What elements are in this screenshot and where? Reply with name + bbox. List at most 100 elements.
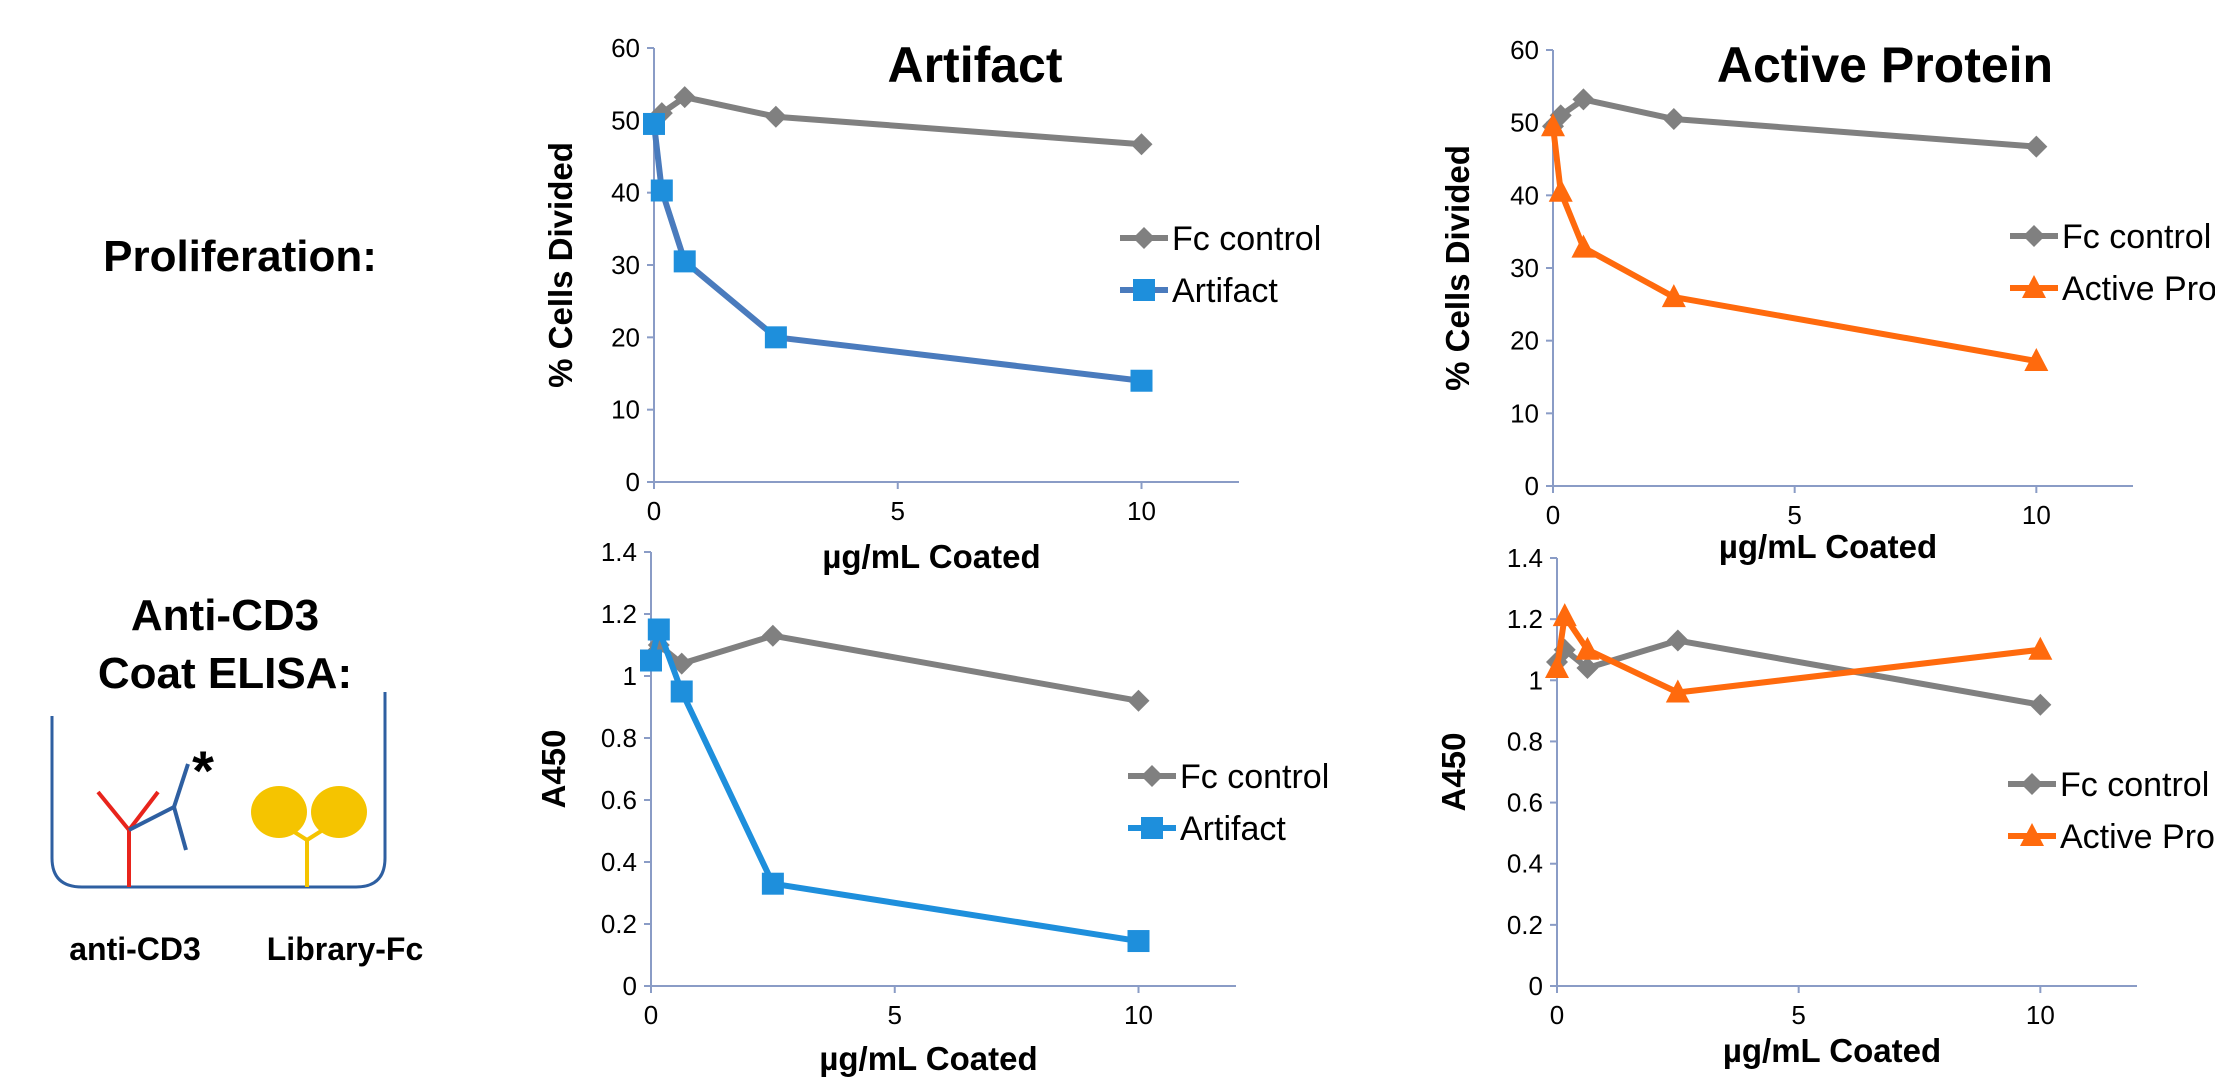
x-tick-label: 5 xyxy=(891,496,905,526)
legend-item-active-protein: Active Protein xyxy=(2008,818,2215,856)
anti-cd3-antibody-icon xyxy=(96,790,160,887)
y-tick-label: 40 xyxy=(611,178,640,208)
data-point-fc-control xyxy=(2025,135,2048,158)
x-axis-label: µg/mL Coated xyxy=(819,1040,1037,1077)
legend-item-fc-control: Fc control xyxy=(1128,758,1329,796)
series-active-protein xyxy=(1545,603,2053,703)
x-tick-label: 5 xyxy=(888,1000,902,1030)
legend-marker xyxy=(1133,227,1155,249)
x-tick-label: 10 xyxy=(1124,1000,1153,1030)
data-point-artifact xyxy=(670,680,693,703)
data-point-active-protein xyxy=(1661,284,1686,308)
y-tick-label: 1.2 xyxy=(601,599,637,629)
chart-title: Artifact xyxy=(887,37,1062,93)
y-tick-label: 0.6 xyxy=(1507,788,1543,818)
data-point-fc-control xyxy=(1662,108,1685,131)
data-point-fc-control xyxy=(1576,657,1599,680)
data-point-artifact xyxy=(647,618,670,641)
data-point-fc-control xyxy=(761,624,784,647)
legend-label: Active Protein xyxy=(2060,818,2215,856)
y-tick-label: 0.6 xyxy=(601,785,637,815)
data-point-fc-control xyxy=(1130,133,1153,156)
series-active-protein xyxy=(1541,113,2049,372)
legend-label: Fc control xyxy=(1180,758,1329,796)
y-tick-label: 0.8 xyxy=(1507,726,1543,756)
y-tick-label: 1 xyxy=(1529,665,1543,695)
x-axis-label: µg/mL Coated xyxy=(1719,528,1937,565)
chart-title: Active Protein xyxy=(1717,37,2053,93)
x-axis-label: µg/mL Coated xyxy=(822,538,1040,575)
elisa-row-label: Anti-CD3 Coat ELISA: xyxy=(40,587,410,703)
series-line-artifact xyxy=(651,123,1142,384)
legend-label: Artifact xyxy=(1172,272,1278,310)
data-point-active-protein xyxy=(1548,178,1573,202)
y-tick-label: 0.2 xyxy=(601,909,637,939)
legend-label: Fc control xyxy=(1172,220,1321,258)
x-tick-label: 0 xyxy=(647,496,661,526)
x-tick-label: 5 xyxy=(1791,1000,1805,1030)
data-point-active-protein xyxy=(1575,636,1600,660)
data-point-artifact xyxy=(764,326,787,349)
elisa-label-line2: Coat ELISA: xyxy=(97,649,353,698)
y-tick-label: 20 xyxy=(611,322,640,352)
elisa-well-diagram: * anti-CD3 Library-Fc xyxy=(50,692,423,967)
data-point-artifact xyxy=(650,179,673,202)
x-tick-label: 10 xyxy=(2022,500,2051,530)
data-point-fc-control xyxy=(2029,693,2052,716)
library-fc-icon xyxy=(251,786,367,887)
data-point-fc-control xyxy=(1666,629,1689,652)
series-line-active-protein xyxy=(1550,125,2037,364)
proliferation-label-text: Proliferation: xyxy=(103,232,377,281)
y-tick-label: 0 xyxy=(623,971,637,1001)
x-tick-label: 0 xyxy=(644,1000,658,1030)
series-line-fc-control xyxy=(651,94,1142,148)
legend-marker xyxy=(1133,279,1155,301)
y-tick-label: 60 xyxy=(611,33,640,63)
y-tick-label: 10 xyxy=(611,395,640,425)
data-point-fc-control xyxy=(1572,88,1595,111)
legend-marker xyxy=(2020,823,2044,846)
y-tick-label: 50 xyxy=(611,105,640,135)
legend-label: Active Protein xyxy=(2062,270,2215,308)
x-tick-label: 5 xyxy=(1787,500,1801,530)
legend-item-fc-control: Fc control xyxy=(2008,766,2209,804)
data-point-active-protein xyxy=(1541,113,1565,137)
series-line-fc-control xyxy=(648,632,1140,704)
legend-marker xyxy=(1141,765,1163,787)
y-tick-label: 1.4 xyxy=(1507,543,1543,573)
chart-elisa-artifact: 0 0.2 0.4 0.6 0.8 1 1.2 1.4 0 5 10 µg/mL Coated A450… xyxy=(535,540,1329,1077)
y-tick-label: 0.8 xyxy=(601,723,637,753)
artifact-antibody-icon xyxy=(128,763,190,851)
data-point-active-protein xyxy=(1545,655,1569,679)
library-fc-label: Library-Fc xyxy=(267,931,423,967)
y-tick-label: 0 xyxy=(1529,971,1543,1001)
y-tick-label: 50 xyxy=(1510,108,1539,138)
y-axis-label: A450 xyxy=(1435,733,1472,812)
series-fc-control xyxy=(1546,629,2052,716)
data-point-artifact xyxy=(761,872,784,895)
series-line-artifact xyxy=(648,626,1139,945)
y-axis-label: A450 xyxy=(535,730,572,809)
data-point-fc-control xyxy=(1127,689,1150,712)
legend-item-active-protein: Active Protein xyxy=(2010,270,2215,308)
elisa-label-line1: Anti-CD3 xyxy=(130,591,320,640)
y-tick-label: 0.4 xyxy=(601,847,637,877)
chart-proliferation-artifact: 0 10 20 30 40 50 60 0 5 10 Artifact µg/mL Coated % C… xyxy=(542,33,1321,575)
legend-item-fc-control: Fc control xyxy=(2010,218,2211,256)
series-line-fc-control xyxy=(1550,96,2037,150)
legend-marker xyxy=(2023,225,2045,247)
data-point-artifact xyxy=(640,649,662,672)
y-tick-label: 1.4 xyxy=(601,540,637,567)
legend-item-artifact: Artifact xyxy=(1128,810,1286,848)
series-fc-control xyxy=(640,624,1150,712)
y-axis-label: % Cells Divided xyxy=(542,142,579,388)
legend-marker xyxy=(2022,275,2046,298)
anti-cd3-label: anti-CD3 xyxy=(69,931,201,967)
chart-proliferation-active-protein: 0 10 20 30 40 50 60 0 5 10 Active Protein µg/mL Coa… xyxy=(1439,35,2215,565)
data-point-active-protein xyxy=(1571,234,1596,258)
x-tick-label: 10 xyxy=(2026,1000,2055,1030)
y-tick-label: 0.4 xyxy=(1507,849,1543,879)
y-axis-label: % Cells Divided xyxy=(1439,145,1476,391)
chart-elisa-active-protein: 0 0.2 0.4 0.6 0.8 1 1.2 1.4 0 5 10 µg/mL Coated A450… xyxy=(1435,543,2215,1069)
y-tick-label: 1.2 xyxy=(1507,604,1543,634)
